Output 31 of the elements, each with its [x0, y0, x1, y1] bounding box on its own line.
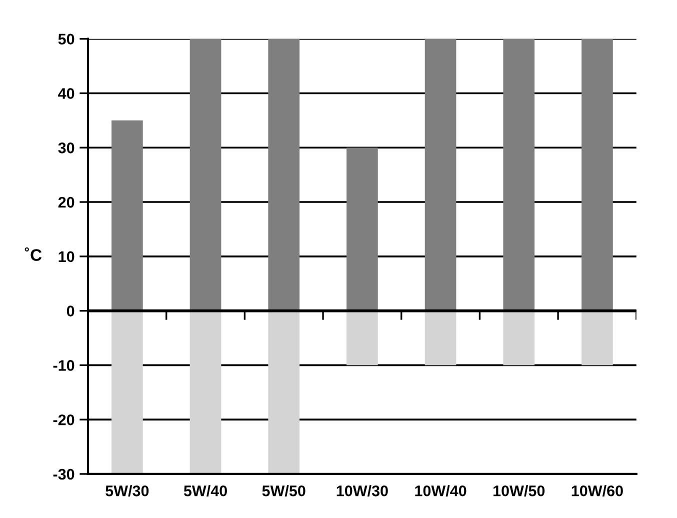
bar	[190, 38, 222, 311]
bar	[503, 38, 535, 311]
y-tick-label: 10	[58, 251, 74, 262]
bar	[582, 38, 613, 311]
y-tick-label: 40	[58, 88, 74, 99]
y-tick-label: -10	[53, 360, 74, 371]
y-tick-label: 20	[58, 196, 74, 208]
y-tick-label: 30	[58, 142, 74, 154]
y-tick-label: -30	[53, 468, 74, 480]
bar	[424, 310, 456, 366]
bar	[503, 310, 535, 366]
x-tick-label: 10W/60	[572, 485, 623, 496]
bar	[268, 38, 300, 311]
bar	[112, 310, 143, 474]
bar	[582, 310, 613, 366]
bar	[346, 310, 378, 366]
bar	[424, 38, 456, 311]
y-tick-label: 50	[58, 34, 74, 45]
bar	[346, 148, 378, 311]
x-tick-label: 10W/50	[494, 485, 545, 496]
x-tick-label: 5W/40	[184, 485, 227, 496]
x-tick-label: 10W/30	[336, 485, 388, 496]
y-tick-label: -20	[53, 414, 74, 426]
x-tick-label: 10W/40	[415, 485, 466, 496]
x-tick-label: 5W/30	[106, 485, 149, 496]
y-tick-label: 0	[66, 306, 74, 316]
bar	[190, 310, 222, 474]
bar	[112, 120, 143, 311]
x-tick-label: 5W/50	[262, 485, 306, 496]
y-axis-title: ˚C	[24, 247, 42, 261]
bar	[268, 310, 300, 474]
